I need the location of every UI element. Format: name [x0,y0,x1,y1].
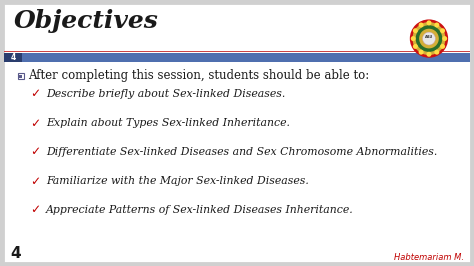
Text: ✓: ✓ [30,88,40,101]
Circle shape [427,52,431,57]
Circle shape [419,29,439,48]
Bar [18,73,24,79]
Text: ✓: ✓ [30,117,40,130]
Text: AAU: AAU [425,35,433,39]
Bar [4,53,470,62]
Bar [19,74,22,77]
Circle shape [426,35,432,42]
Circle shape [440,28,445,33]
Text: Differentiate Sex-linked Diseases and Sex Chromosome Abnormalities.: Differentiate Sex-linked Diseases and Se… [46,147,438,157]
Text: After completing this session, students should be able to:: After completing this session, students … [28,69,369,82]
Text: ✓: ✓ [30,146,40,159]
Text: 4: 4 [10,247,21,261]
Circle shape [419,22,424,27]
Circle shape [412,22,446,55]
Circle shape [442,36,447,41]
Circle shape [423,32,435,45]
Circle shape [410,19,448,58]
Bar [4,51,470,52]
Circle shape [419,50,424,55]
Circle shape [413,28,418,33]
Text: Habtemariam M.: Habtemariam M. [394,253,464,263]
Text: Describe briefly about Sex-linked Diseases.: Describe briefly about Sex-linked Diseas… [46,89,285,99]
Circle shape [423,32,435,45]
Circle shape [411,36,416,41]
Text: Objectives: Objectives [14,9,159,33]
Circle shape [440,44,445,49]
Text: Appreciate Patterns of Sex-linked Diseases Inheritance.: Appreciate Patterns of Sex-linked Diseas… [46,205,354,215]
Circle shape [434,22,439,27]
Circle shape [434,50,439,55]
Circle shape [413,44,418,49]
Circle shape [416,25,442,52]
Circle shape [427,20,431,25]
Text: 4: 4 [10,53,16,62]
Text: ✓: ✓ [30,174,40,188]
Bar [4,53,22,62]
Text: Familiarize with the Major Sex-linked Diseases.: Familiarize with the Major Sex-linked Di… [46,176,309,186]
Text: ✓: ✓ [30,203,40,217]
Text: Explain about Types Sex-linked Inheritance.: Explain about Types Sex-linked Inheritan… [46,118,290,128]
